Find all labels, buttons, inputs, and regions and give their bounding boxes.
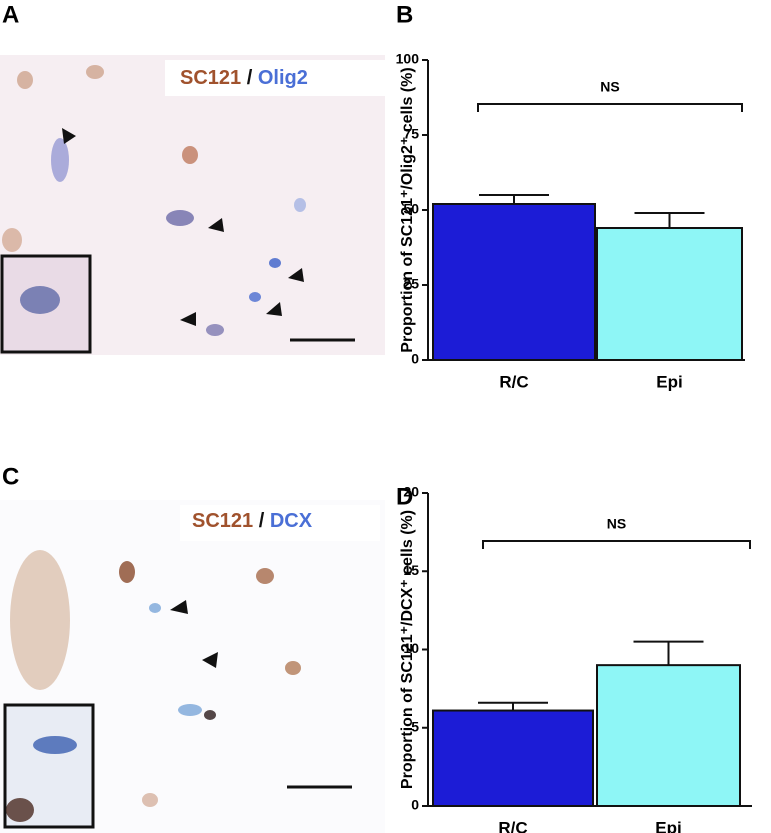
micrograph-a: [0, 55, 385, 355]
panel-letter: D: [396, 483, 413, 510]
micrograph-c: [0, 500, 385, 833]
significance-bracket: [482, 540, 751, 549]
significance-bracket: [477, 103, 743, 112]
panel-letter: A: [2, 1, 19, 28]
bar: [596, 664, 741, 808]
panel-letter: C: [2, 463, 19, 490]
x-tick-label: Epi: [656, 372, 682, 391]
y-tick-label: 75: [403, 126, 419, 142]
bar: [596, 227, 743, 361]
stain-name: DCX: [270, 510, 313, 532]
y-tick-label: 0: [411, 351, 419, 367]
stain-label: SC121 / Olig2: [180, 67, 308, 89]
y-axis-label: Proportion of SC121⁺/Olig2⁺ cells (%): [399, 67, 416, 352]
panel-letter: B: [396, 1, 413, 28]
y-tick-label: 5: [411, 718, 419, 734]
y-tick-label: 100: [396, 51, 420, 67]
stain-name: SC121: [192, 510, 253, 532]
bar: [432, 709, 594, 807]
stain-sep: /: [247, 67, 253, 89]
x-tick-label: Epi: [655, 818, 681, 833]
y-axis-label: Proportion of SC121⁺/DCX⁺ cells (%): [399, 510, 416, 789]
significance-label: NS: [607, 516, 626, 532]
y-tick-label: 25: [403, 276, 419, 292]
x-tick-label: R/C: [498, 818, 527, 833]
stain-sep: /: [259, 510, 265, 532]
y-tick-label: 15: [403, 562, 419, 578]
stain-label: SC121 / DCX: [192, 510, 313, 532]
bar: [432, 203, 596, 361]
x-tick-label: R/C: [499, 372, 528, 391]
significance-label: NS: [600, 79, 619, 95]
stain-name: Olig2: [258, 67, 308, 89]
y-tick-label: 0: [411, 797, 419, 813]
stain-name: SC121: [180, 67, 241, 89]
y-tick-label: 50: [403, 201, 419, 217]
y-tick-label: 20: [403, 484, 419, 500]
y-tick-label: 10: [403, 640, 419, 656]
